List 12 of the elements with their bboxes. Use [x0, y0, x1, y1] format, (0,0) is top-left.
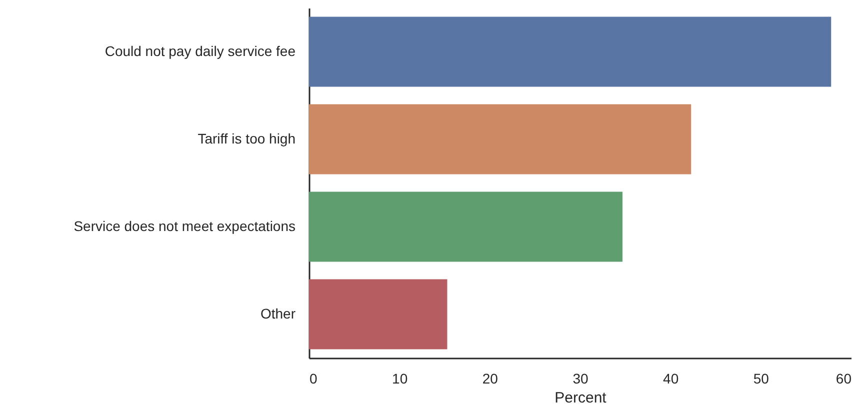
x-axis-title: Percent	[554, 390, 608, 406]
x-tick-label: 60	[836, 370, 852, 386]
y-tick-label: Service does not meet expectations	[74, 218, 296, 234]
x-tick-label: 30	[572, 370, 588, 386]
y-tick-label: Tariff is too high	[198, 130, 296, 146]
x-tick-label: 50	[753, 370, 770, 386]
y-tick-label: Other	[260, 305, 296, 322]
x-tick-label: 40	[663, 370, 679, 386]
x-tick-label: 10	[392, 370, 408, 386]
x-tick-label: 20	[482, 370, 498, 386]
y-tick-label: Could not pay daily service fee	[104, 42, 296, 59]
x-tick-label: 0	[310, 370, 318, 386]
